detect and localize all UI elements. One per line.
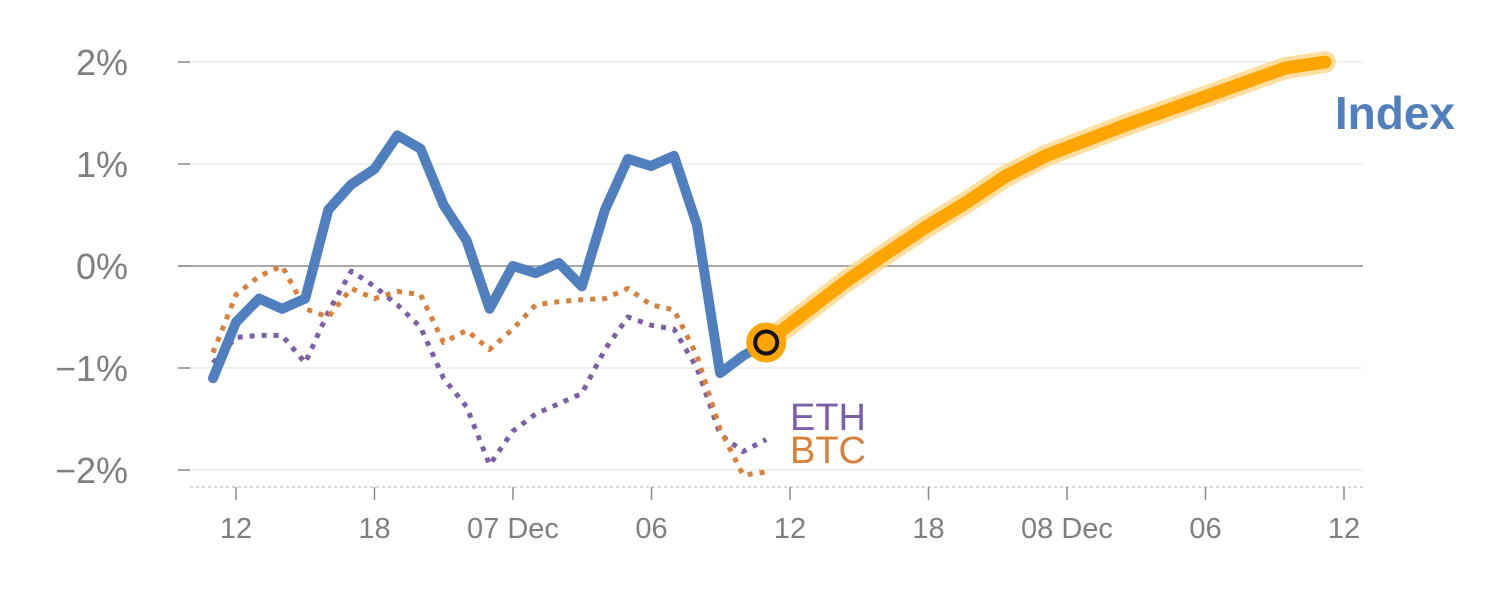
x-tick-label: 18 xyxy=(358,513,390,545)
x-tick-label: 12 xyxy=(1328,513,1360,545)
series-label-btc: BTC xyxy=(790,430,866,472)
series-label-eth: ETH xyxy=(790,397,866,439)
y-tick-label: 1% xyxy=(76,144,128,185)
series-lines xyxy=(208,51,1336,478)
axes: 2% 1% 0% −1% −2% 12 18 07 Dec 06 12 18 08 Dec 06 12 xyxy=(55,42,1365,545)
series-labels: ETH BTC Index xyxy=(790,87,1455,472)
x-tick-label: 12 xyxy=(220,513,252,545)
x-tick-label: 07 Dec xyxy=(467,513,559,545)
x-tick-label: 06 xyxy=(1189,513,1221,545)
forecast-line xyxy=(759,55,1332,349)
series-line-btc xyxy=(210,263,767,478)
series-line-index xyxy=(208,130,772,384)
y-tick-label: −2% xyxy=(55,450,128,491)
x-tick-label: 06 xyxy=(635,513,667,545)
y-tick-label: 0% xyxy=(76,246,128,287)
y-tick-label: −1% xyxy=(55,348,128,389)
series-label-index: Index xyxy=(1335,87,1456,139)
current-point-marker xyxy=(753,329,780,356)
y-tick-label: 2% xyxy=(76,42,128,83)
forecast-line-glow xyxy=(755,51,1336,354)
gridlines xyxy=(178,61,1363,471)
x-tick-label: 18 xyxy=(912,513,944,545)
x-tick-label: 08 Dec xyxy=(1021,513,1113,545)
series-line-eth xyxy=(211,268,768,468)
x-tick-label: 12 xyxy=(774,513,806,545)
